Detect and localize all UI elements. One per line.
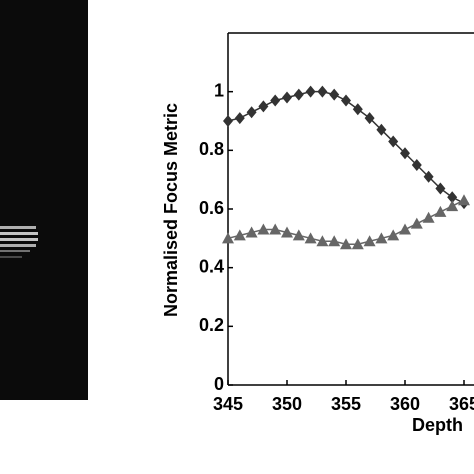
marker (364, 112, 375, 125)
marker (458, 194, 470, 206)
marker (282, 91, 292, 104)
marker (328, 235, 341, 247)
marker (305, 85, 316, 98)
image-streaks (0, 226, 38, 258)
y-axis-label: Normalised Focus Metric (161, 103, 181, 317)
marker (246, 106, 257, 119)
marker (222, 232, 234, 244)
marker (363, 235, 376, 247)
marker (292, 229, 305, 241)
marker (223, 115, 233, 127)
marker (410, 217, 423, 229)
y-tick-label: 1 (214, 80, 224, 100)
y-tick-label: 0.8 (199, 139, 224, 159)
marker (233, 229, 246, 241)
marker (351, 238, 364, 250)
x-tick-label: 350 (272, 394, 302, 414)
marker (317, 85, 328, 98)
marker (400, 147, 410, 160)
x-tick-label: 365 (449, 394, 474, 414)
marker (269, 223, 282, 235)
marker (423, 170, 434, 183)
marker (352, 103, 363, 116)
marker (375, 232, 388, 244)
y-tick-label: 0 (214, 374, 224, 394)
x-axis-label: Depth (412, 415, 463, 435)
marker (447, 191, 458, 204)
marker (257, 223, 270, 235)
marker (234, 112, 245, 125)
marker (245, 226, 258, 238)
marker (258, 100, 269, 113)
marker (399, 223, 411, 235)
marker (376, 123, 387, 136)
marker (434, 205, 447, 217)
marker (341, 94, 351, 107)
marker (387, 229, 400, 241)
marker (281, 226, 293, 238)
marker (329, 88, 340, 101)
marker (340, 238, 352, 250)
x-tick-label: 345 (213, 394, 243, 414)
microscope-image (0, 0, 88, 400)
marker (435, 182, 446, 195)
marker (316, 235, 329, 247)
y-tick-label: 0.4 (199, 256, 224, 276)
marker (422, 211, 435, 223)
y-tick-label: 0.6 (199, 198, 224, 218)
marker (293, 88, 304, 101)
marker (446, 200, 459, 212)
y-tick-label: 0.2 (199, 315, 224, 335)
marker (270, 94, 281, 107)
marker (388, 135, 399, 148)
marker (304, 232, 317, 244)
marker (411, 159, 422, 171)
x-tick-label: 360 (390, 394, 420, 414)
x-tick-label: 355 (331, 394, 361, 414)
